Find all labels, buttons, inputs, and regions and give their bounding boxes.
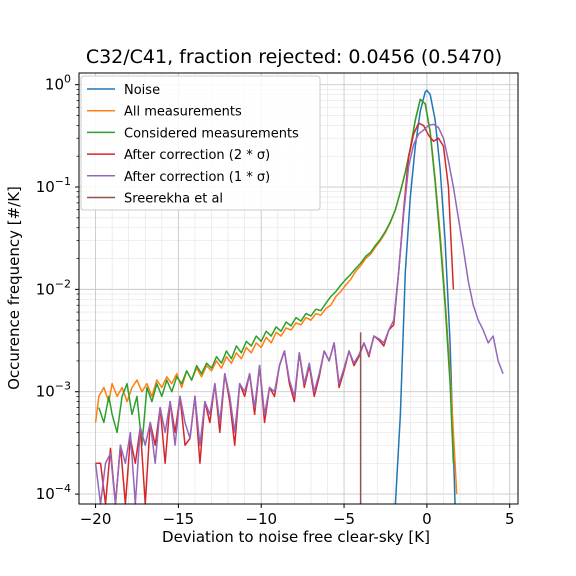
legend-label: Sreerekha et al [124, 192, 223, 207]
legend-label: After correction (2 * σ) [124, 148, 270, 163]
y-tick-label: 100 [45, 73, 71, 94]
series-line-2 [98, 98, 455, 464]
x-tick-label: −15 [163, 510, 195, 528]
chart-title: C32/C41, fraction rejected: 0.0456 (0.54… [86, 46, 502, 68]
legend-label: All measurements [124, 105, 242, 120]
legend: Noise All measurements Considered measurem… [80, 75, 321, 211]
x-tick-label: 0 [422, 510, 432, 528]
series-line-3 [95, 122, 455, 505]
x-tick-label: −5 [333, 510, 355, 528]
plot-frame [78, 72, 519, 505]
y-tick-label: 10−2 [36, 277, 71, 298]
series-line-4 [94, 123, 504, 505]
y-tick-label: 10−1 [36, 175, 71, 196]
y-tick-label: 10−3 [36, 380, 71, 401]
legend-label: Noise [124, 83, 160, 98]
series-layer [94, 89, 504, 505]
series-line-0 [394, 89, 456, 505]
x-axis-label: Deviation to noise free clear-sky [K] [162, 528, 430, 546]
x-axis: −20 −15 −10 −5 0 5 [80, 504, 515, 528]
y-axis: 10−4 10−3 10−2 10−1 100 [36, 73, 79, 503]
legend-box [80, 75, 321, 211]
legend-label: After correction (1 * σ) [124, 170, 270, 185]
legend-label: Considered measurements [124, 126, 299, 141]
x-tick-label: −10 [245, 510, 277, 528]
y-axis-label: Occurence frequency [#/K] [5, 186, 23, 390]
y-tick-label: 10−4 [36, 482, 71, 503]
x-tick-label: 5 [505, 510, 515, 528]
x-tick-label: −20 [80, 510, 112, 528]
